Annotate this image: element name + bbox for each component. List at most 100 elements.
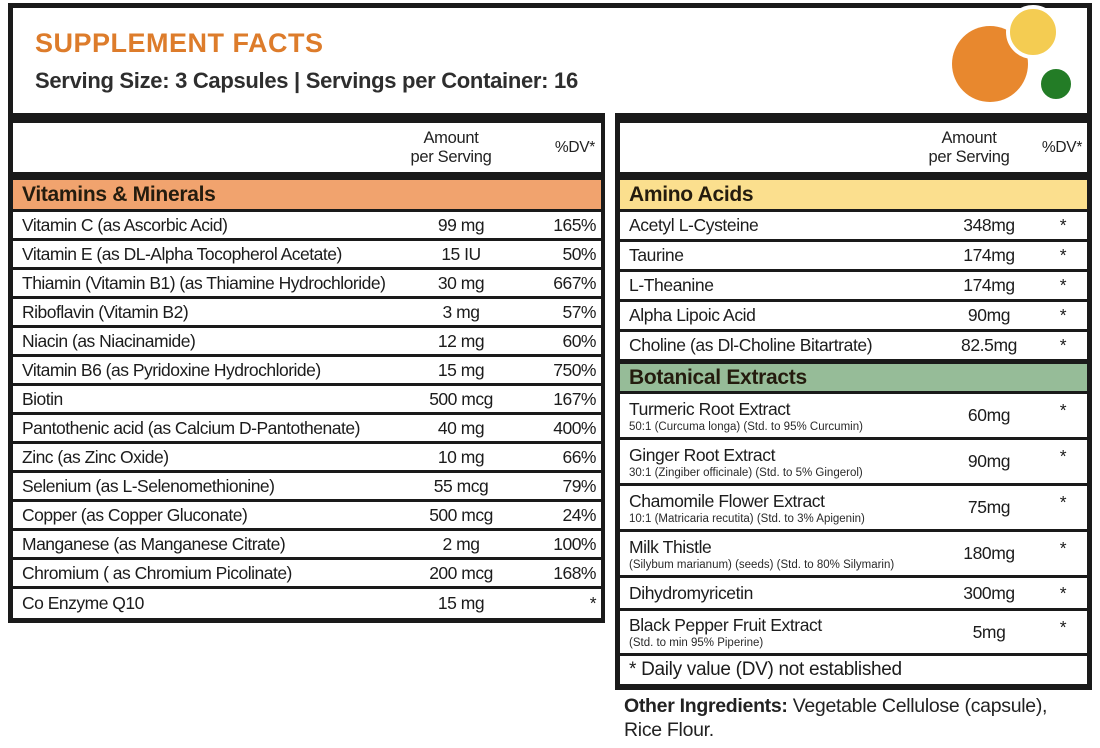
row-amount: 12 mg [437,330,485,351]
row-subtext: 30:1 (Zingiber officinale) (Std. to 5% G… [629,466,863,479]
row-name: Chromium ( as Chromium Picolinate) [22,562,292,583]
row-dv: * [1059,275,1067,295]
other-ingredients: Other Ingredients: Vegetable Cellulose (… [624,694,1082,743]
amount-per-serving-header: Amount per Serving [928,129,1010,166]
section-label: Botanical Extracts [629,365,807,389]
table-row: Ginger Root Extract 30:1 (Zingiber offici… [620,440,1087,486]
table-row: Biotin 500 mcg 167% [13,386,601,415]
row-name: Riboflavin (Vitamin B2) [22,301,189,322]
row-dv: * [1059,446,1067,466]
row-name: Biotin [22,388,63,409]
row-amount: 15 IU [441,243,481,264]
section-band-vitamins-minerals: Vitamins & Minerals [13,180,601,212]
dv-footnote: * Daily value (DV) not established [629,659,902,680]
divider-bar [620,113,1087,123]
table-row: Copper (as Copper Gluconate) 500 mcg 24% [13,502,601,531]
row-dv: * [1059,582,1067,603]
row-amount: 15 mg [437,593,485,613]
table-row: Vitamin E (as DL-Alpha Tocopherol Acetat… [13,241,601,270]
row-name: Manganese (as Manganese Citrate) [22,533,286,554]
row-dv: 50% [562,243,596,264]
row-amount: 40 mg [437,417,485,438]
row-dv: 165% [553,214,596,235]
table-row: L-Theanine 174mg * [620,272,1087,302]
row-dv: * [1059,305,1067,325]
row-amount: 348mg [963,215,1015,235]
dv-header: %DV* [554,138,595,156]
table-row: Riboflavin (Vitamin B2) 3 mg 57% [13,299,601,328]
row-dv: 24% [562,504,596,525]
right-column-headers: Amount per Serving %DV* [620,123,1087,172]
row-name: L-Theanine [629,275,714,295]
logo-green-circle [1038,66,1074,102]
row-name: Pantothenic acid (as Calcium D-Pantothen… [22,417,360,438]
row-dv: * [1059,215,1067,235]
vitamins-minerals-table: Amount per Serving %DV* Vitamins & Miner… [8,113,605,623]
row-name: Vitamin B6 (as Pyridoxine Hydrochloride) [22,359,321,380]
row-dv: 66% [562,446,596,467]
other-ingredients-label: Other Ingredients: [624,695,788,717]
table-row: Vitamin C (as Ascorbic Acid) 99 mg 165% [13,212,601,241]
row-amount: 15 mg [437,359,485,380]
row-amount: 75mg [967,497,1011,517]
row-name: Co Enzyme Q10 [22,593,144,613]
row-name: Niacin (as Niacinamide) [22,330,196,351]
serving-info: Serving Size: 3 Capsules | Servings per … [35,68,578,93]
row-name: Copper (as Copper Gluconate) [22,504,248,525]
row-amount: 55 mcg [433,475,489,496]
row-amount: 500 mcg [429,388,493,409]
left-column-headers: Amount per Serving %DV* [13,123,601,172]
logo-yellow-circle [1006,5,1060,59]
row-amount: 300mg [963,582,1015,603]
row-amount: 174mg [963,275,1015,295]
row-amount: 30 mg [437,272,485,293]
table-row: Co Enzyme Q10 15 mg * [13,589,601,618]
row-name: Thiamin (Vitamin B1) (as Thiamine Hydroc… [22,272,386,293]
table-row: Dihydromyricetin 300mg * [620,578,1087,611]
table-row: Selenium (as L-Selenomethionine) 55 mcg 79… [13,473,601,502]
row-amount: 10 mg [437,446,485,467]
row-subtext: 50:1 (Curcuma longa) (Std. to 95% Curcum… [629,420,863,433]
row-dv: * [1059,538,1067,558]
row-dv: 60% [562,330,596,351]
row-dv: * [1059,335,1067,355]
amount-per-serving-header: Amount per Serving [410,129,492,166]
row-subtext: (Silybum marianum) (seeds) (Std. to 80% … [629,558,895,571]
row-amount: 90mg [967,305,1011,325]
divider-bar [620,172,1087,180]
row-name: Ginger Root Extract 30:1 (Zingiber offici… [620,445,939,479]
row-amount: 99 mg [437,214,485,235]
table-row: Vitamin B6 (as Pyridoxine Hydrochloride)… [13,357,601,386]
row-subtext: 10:1 (Matricaria recutita) (Std. to 3% A… [629,512,865,525]
row-name: Alpha Lipoic Acid [629,305,756,325]
row-amount: 174mg [963,245,1015,265]
row-name: Choline (as Dl-Choline Bitartrate) [629,335,873,355]
table-row: Choline (as Dl-Choline Bitartrate) 82.5mg… [620,332,1087,362]
row-amount: 3 mg [442,301,480,322]
row-name: Selenium (as L-Selenomethionine) [22,475,275,496]
row-dv: * [1059,400,1067,420]
row-dv: * [589,593,597,613]
row-name: Chamomile Flower Extract 10:1 (Matricaria… [620,491,939,525]
divider-bar [13,172,601,180]
table-row: Thiamin (Vitamin B1) (as Thiamine Hydroc… [13,270,601,299]
divider-bar [13,113,601,123]
row-name: Zinc (as Zinc Oxide) [22,446,169,467]
row-amount: 60mg [967,405,1011,425]
row-dv: 167% [553,388,596,409]
table-row: Chamomile Flower Extract 10:1 (Matricaria… [620,486,1087,532]
row-dv: 400% [553,417,596,438]
table-row: Manganese (as Manganese Citrate) 2 mg 100% [13,531,601,560]
other-ingredients-text: Vegetable Cellulose (capsule), Rice Flou… [624,695,1048,742]
table-row: Pantothenic acid (as Calcium D-Pantothen… [13,415,601,444]
row-dv: 100% [553,533,596,554]
row-name: Acetyl L-Cysteine [629,215,759,235]
row-dv: * [1059,492,1067,512]
row-amount: 500 mcg [429,504,493,525]
row-dv: 168% [553,562,596,583]
table-row: Milk Thistle (Silybum marianum) (seeds) (… [620,532,1087,578]
supplement-facts-header-box: SUPPLEMENT FACTS Serving Size: 3 Capsule… [8,3,1092,113]
table-row: Acetyl L-Cysteine 348mg * [620,212,1087,242]
row-amount: 180mg [963,543,1015,563]
row-name: Vitamin C (as Ascorbic Acid) [22,214,228,235]
